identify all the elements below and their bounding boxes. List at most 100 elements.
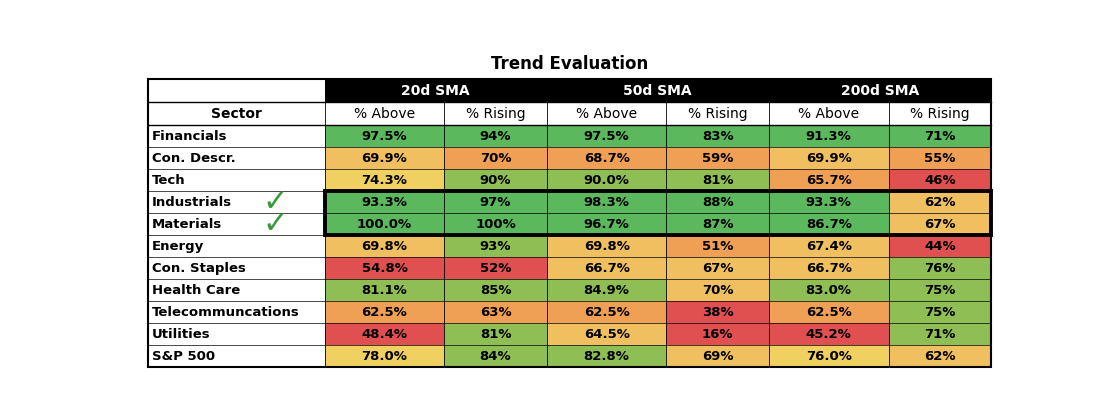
Text: S&P 500: S&P 500 [152, 350, 215, 363]
Bar [325, 345, 444, 367]
Bar [546, 126, 666, 148]
Bar [444, 169, 546, 191]
Bar [666, 191, 769, 214]
Text: 55%: 55% [924, 152, 955, 165]
Bar [325, 126, 444, 148]
Text: 59%: 59% [702, 152, 733, 165]
Bar [546, 191, 666, 214]
Bar [889, 279, 991, 301]
Bar [546, 257, 666, 279]
Bar [444, 301, 546, 323]
Bar [444, 214, 546, 236]
Text: Utilities: Utilities [152, 328, 211, 341]
Bar [889, 148, 991, 169]
Text: 85%: 85% [480, 284, 511, 297]
Text: 62.5%: 62.5% [584, 306, 629, 319]
Text: 69.8%: 69.8% [584, 240, 629, 253]
Text: 68.7%: 68.7% [584, 152, 629, 165]
Text: 94%: 94% [480, 130, 511, 143]
Text: 200d SMA: 200d SMA [841, 84, 919, 98]
Text: 69.8%: 69.8% [361, 240, 408, 253]
Text: Con. Staples: Con. Staples [152, 262, 246, 275]
Text: 67%: 67% [924, 218, 955, 231]
Bar [666, 257, 769, 279]
Text: Sector: Sector [211, 107, 261, 121]
Text: Industrials: Industrials [152, 196, 232, 209]
Text: 69%: 69% [701, 350, 733, 363]
Bar [546, 148, 666, 169]
Bar [325, 301, 444, 323]
Bar [546, 323, 666, 345]
Bar [769, 345, 889, 367]
Text: 81%: 81% [480, 328, 511, 341]
Bar [769, 257, 889, 279]
Text: 76%: 76% [924, 262, 955, 275]
Text: 66.7%: 66.7% [584, 262, 629, 275]
Text: 44%: 44% [924, 240, 955, 253]
Text: % Above: % Above [576, 107, 637, 121]
Bar [444, 126, 546, 148]
Text: 71%: 71% [924, 130, 955, 143]
Text: % Rising: % Rising [688, 107, 748, 121]
Text: 96.7%: 96.7% [584, 218, 629, 231]
Text: 45.2%: 45.2% [806, 328, 852, 341]
Bar [666, 214, 769, 236]
Bar [769, 126, 889, 148]
Bar [769, 169, 889, 191]
Bar [546, 169, 666, 191]
Text: 38%: 38% [701, 306, 733, 319]
Bar [889, 191, 991, 214]
Bar [325, 79, 991, 103]
Bar [769, 323, 889, 345]
Text: 91.3%: 91.3% [806, 130, 852, 143]
Text: 46%: 46% [924, 174, 955, 187]
Bar [444, 148, 546, 169]
Text: 70%: 70% [480, 152, 511, 165]
Text: 81.1%: 81.1% [361, 284, 408, 297]
Bar [325, 236, 444, 257]
Bar [666, 345, 769, 367]
Text: 90%: 90% [480, 174, 511, 187]
Text: 63%: 63% [480, 306, 511, 319]
Bar [444, 345, 546, 367]
Text: 100%: 100% [475, 218, 516, 231]
Text: 93%: 93% [480, 240, 511, 253]
Bar [666, 148, 769, 169]
Text: 100.0%: 100.0% [357, 218, 412, 231]
Text: Telecommuncations: Telecommuncations [152, 306, 299, 319]
Text: 67.4%: 67.4% [806, 240, 852, 253]
Text: 20d SMA: 20d SMA [401, 84, 470, 98]
Bar [546, 301, 666, 323]
Text: 65.7%: 65.7% [806, 174, 852, 187]
Bar [325, 257, 444, 279]
Text: 76.0%: 76.0% [806, 350, 852, 363]
Text: 62%: 62% [924, 196, 955, 209]
Text: 97%: 97% [480, 196, 511, 209]
Text: 66.7%: 66.7% [806, 262, 852, 275]
Bar [444, 323, 546, 345]
Text: Financials: Financials [152, 130, 227, 143]
Text: 90.0%: 90.0% [584, 174, 629, 187]
Bar [769, 214, 889, 236]
Text: 71%: 71% [924, 328, 955, 341]
Bar [769, 191, 889, 214]
Text: 51%: 51% [702, 240, 733, 253]
Text: 88%: 88% [701, 196, 733, 209]
Text: ✓: ✓ [263, 210, 288, 239]
Bar [769, 279, 889, 301]
Text: 86.7%: 86.7% [806, 218, 852, 231]
Text: 83.0%: 83.0% [806, 284, 852, 297]
Bar [666, 126, 769, 148]
Text: 98.3%: 98.3% [584, 196, 629, 209]
Text: 87%: 87% [701, 218, 733, 231]
Bar [325, 279, 444, 301]
Bar [666, 279, 769, 301]
Text: 75%: 75% [924, 306, 955, 319]
Bar [889, 301, 991, 323]
Text: 84%: 84% [480, 350, 511, 363]
Text: Energy: Energy [152, 240, 204, 253]
Text: 93.3%: 93.3% [806, 196, 852, 209]
Text: 48.4%: 48.4% [361, 328, 408, 341]
Bar [444, 191, 546, 214]
Bar [889, 323, 991, 345]
